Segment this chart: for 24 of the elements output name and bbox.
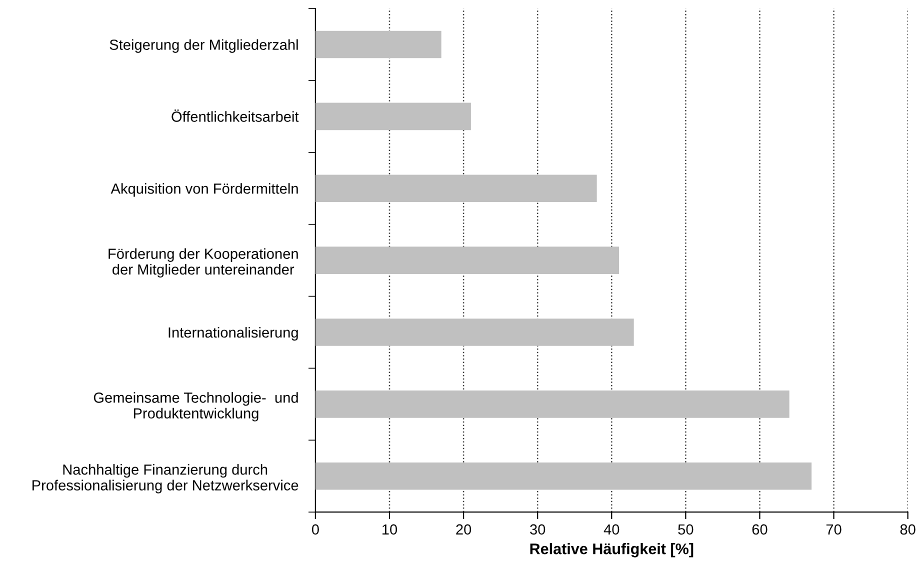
y-tick-label: Förderung der Kooperationen der Mitglieder untereinander bbox=[108, 248, 298, 278]
y-tick-label: Internationalisierung bbox=[168, 326, 298, 341]
bar bbox=[315, 174, 597, 202]
y-tick-label: Steigerung der Mitgliederzahl bbox=[110, 39, 298, 53]
bar bbox=[315, 462, 812, 490]
x-tick-label: 40 bbox=[604, 524, 620, 535]
y-tick-label: Öffentlichkeitsarbeit bbox=[172, 110, 299, 122]
bar bbox=[315, 390, 790, 418]
x-tick-label: 70 bbox=[826, 524, 842, 535]
x-tick-label: 30 bbox=[530, 524, 546, 535]
y-tick-label: Gemeinsame Technologie- und Produktentwicklung bbox=[94, 392, 298, 422]
bar bbox=[315, 102, 471, 130]
x-tick-label: 10 bbox=[382, 524, 398, 535]
y-tick-label: Nachhaltige Finanzierung durch Professionalisierung der Netzwerkservice bbox=[32, 464, 298, 494]
x-axis-title: Relative Häufigkeit [%] bbox=[530, 543, 694, 558]
x-tick-label: 80 bbox=[900, 524, 916, 535]
x-tick-label: 20 bbox=[456, 524, 472, 535]
bar bbox=[315, 246, 620, 274]
bar bbox=[315, 318, 634, 346]
x-tick-label: 60 bbox=[752, 524, 768, 535]
bar bbox=[315, 30, 442, 58]
y-tick-label: Akquisition von Fördermitteln bbox=[110, 183, 298, 197]
x-tick-label: 50 bbox=[678, 524, 694, 535]
x-tick-label: 0 bbox=[312, 524, 319, 535]
